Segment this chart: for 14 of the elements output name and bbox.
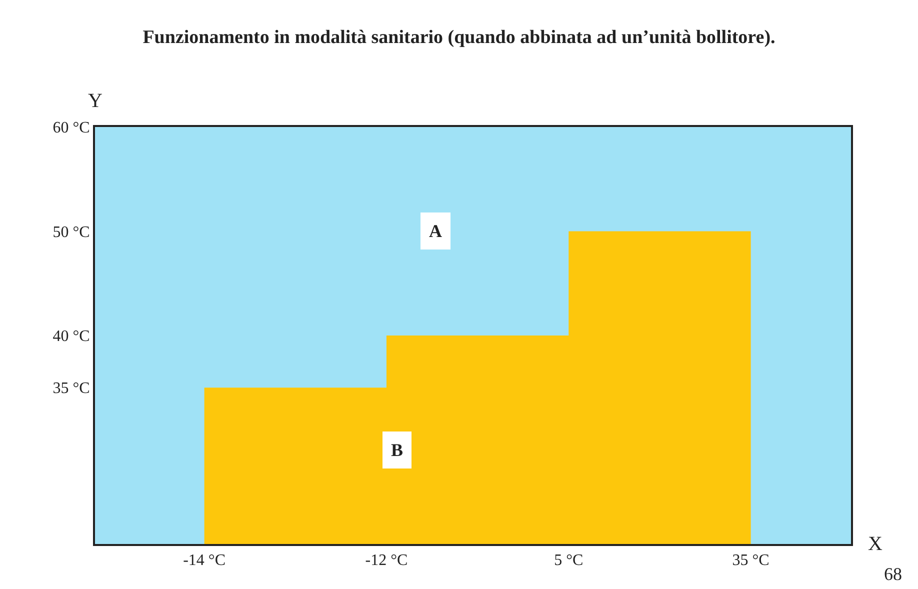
x-tick-label: 35 °C — [732, 552, 770, 570]
y-tick-label: 60 °C — [52, 120, 90, 137]
x-tick-label: 5 °C — [554, 552, 584, 570]
x-axis-title: X — [868, 533, 883, 555]
x-tick-label: -14 °C — [183, 552, 226, 570]
y-tick-label: 50 °C — [52, 224, 90, 241]
y-tick-label: 35 °C — [52, 380, 90, 398]
y-tick-label: 40 °C — [52, 328, 90, 346]
y-axis-title: Y — [88, 90, 102, 112]
chart-title: Funzionamento in modalità sanitario (quando abbinata ad un’unità bollitore). — [142, 26, 776, 48]
band-label: A — [429, 221, 442, 241]
annotation: B — [391, 440, 404, 460]
text: 68 — [884, 564, 902, 584]
x-tick-label: -12 °C — [365, 552, 408, 570]
